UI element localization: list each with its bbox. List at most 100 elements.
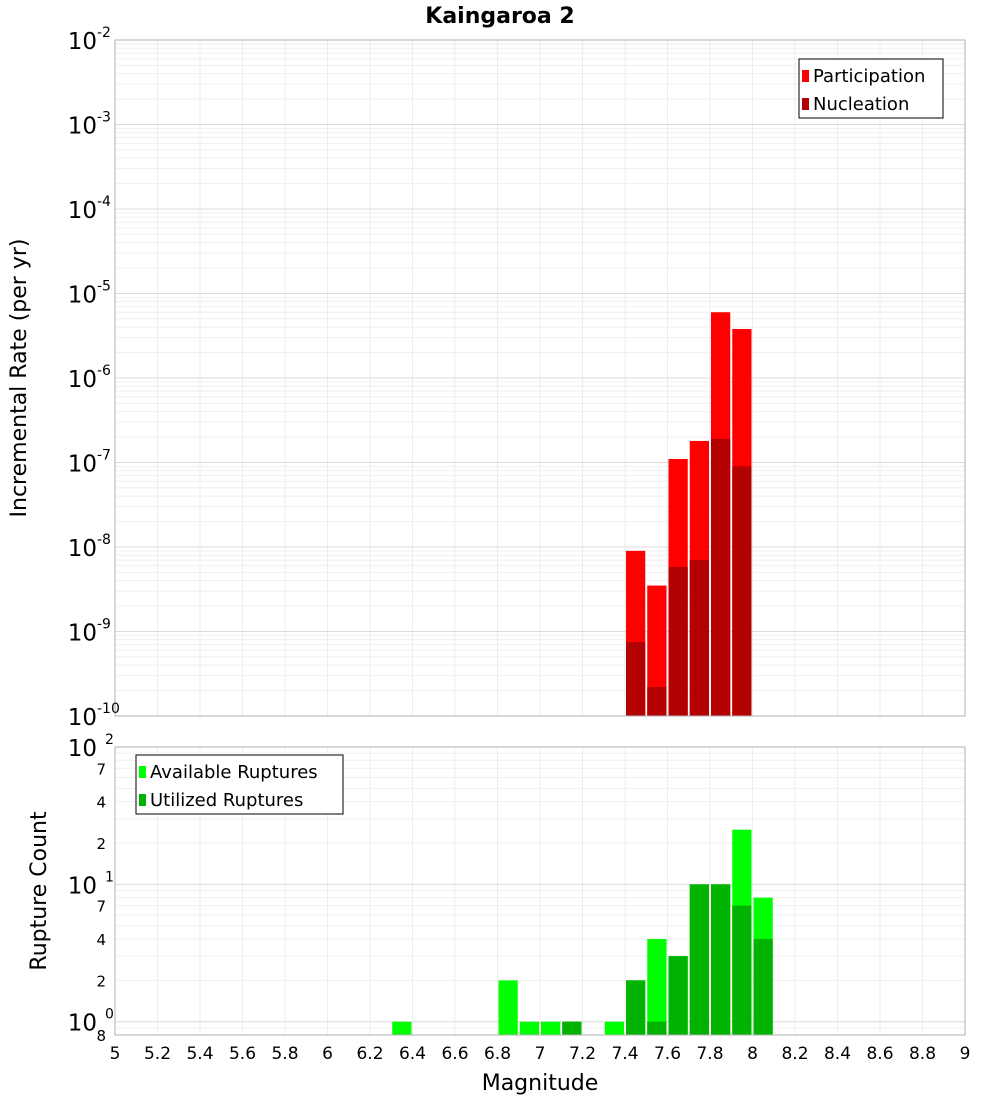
rate-plot-bars	[626, 312, 752, 716]
rate-y-tick-base: 10	[68, 198, 97, 224]
rate-y-tick-exponent: -9	[97, 617, 111, 633]
x-tick-label: 6.6	[441, 1044, 468, 1064]
rate-y-tick-exponent: -6	[97, 363, 111, 379]
count-bar-utilized-ruptures	[689, 884, 709, 1035]
count-y-minor-tick-label: 2	[96, 972, 106, 990]
x-tick-label: 7.8	[696, 1044, 723, 1064]
count-bar-utilized-ruptures	[753, 939, 773, 1035]
count-y-tick-exponent: 1	[105, 869, 114, 885]
x-tick-label: 8.4	[824, 1044, 851, 1064]
count-legend-box	[135, 754, 344, 815]
rate-bar-nucleation	[626, 642, 646, 716]
rate-y-tick-exponent: -4	[97, 194, 111, 210]
rate-y-tick-base: 10	[68, 114, 97, 140]
count-bar-available-ruptures	[498, 980, 518, 1035]
rate-plot-legend: Participation Nucleation	[798, 58, 944, 119]
x-axis-ticks: 5 5.2 5.4 5.6 5.8 6 6.2 6.4 6.6 6.8 7 7.2 7.4 7.6 7.8 8…	[110, 1044, 971, 1064]
count-y-minor-tick-label: 4	[96, 931, 106, 949]
rate-bar-nucleation	[668, 566, 688, 716]
x-tick-label: 6.8	[484, 1044, 511, 1064]
count-bar-utilized-ruptures	[562, 1021, 582, 1035]
count-legend-label: Available Ruptures	[150, 762, 318, 783]
count-bar-available-ruptures	[392, 1021, 412, 1035]
x-tick-label: 7.2	[569, 1044, 596, 1064]
count-plot: 10 0 10 1 10 2 8 2 4 7 2 4 7 Rupture Count Available…	[27, 732, 970, 1096]
rate-plot-y-axis-label: Incremental Rate (per yr)	[7, 239, 32, 518]
count-plot-legend: Available Ruptures Utilized Ruptures	[135, 754, 344, 815]
rate-y-tick-base: 10	[68, 367, 97, 393]
count-plot-frame	[114, 746, 966, 1036]
rate-plot-frame	[114, 39, 966, 717]
rate-y-tick-base: 10	[68, 283, 97, 309]
x-tick-label: 7.4	[611, 1044, 638, 1064]
rate-legend-box	[798, 58, 944, 119]
rate-y-tick-exponent: -8	[97, 532, 111, 548]
count-bar-utilized-ruptures	[626, 980, 646, 1035]
count-legend-label: Utilized Ruptures	[150, 790, 303, 811]
rate-y-tick-base: 10	[68, 29, 97, 55]
rate-y-tick-base: 10	[68, 536, 97, 562]
count-y-minor-tick-label: 2	[96, 835, 106, 853]
count-bar-utilized-ruptures	[732, 905, 752, 1035]
x-tick-label: 6	[322, 1044, 333, 1064]
rate-bar-nucleation	[711, 438, 731, 716]
count-legend-swatch	[139, 766, 146, 778]
x-tick-label: 8.2	[781, 1044, 808, 1064]
count-plot-y-axis-label: Rupture Count	[27, 811, 52, 971]
rate-y-tick-exponent: -2	[97, 25, 111, 41]
x-tick-label: 5	[110, 1044, 121, 1064]
count-y-minor-tick-label: 7	[96, 760, 106, 778]
count-plot-bars	[392, 829, 773, 1035]
rate-legend-label: Nucleation	[813, 94, 909, 115]
count-y-tick-base: 10	[68, 873, 97, 899]
count-bar-available-ruptures	[519, 1021, 539, 1035]
count-y-minor-tick-label: 4	[96, 794, 106, 812]
x-tick-label: 7	[535, 1044, 546, 1064]
count-bar-utilized-ruptures	[647, 1021, 667, 1035]
count-bar-available-ruptures	[541, 1021, 561, 1035]
count-plot-y-ticks: 10 0 10 1 10 2 8 2 4 7 2 4 7	[68, 732, 114, 1045]
count-y-minor-tick-label: 8	[96, 1027, 106, 1045]
count-bar-utilized-ruptures	[668, 956, 688, 1035]
rate-bar-nucleation	[732, 466, 752, 716]
x-tick-label: 5.6	[229, 1044, 256, 1064]
count-y-tick-exponent: 2	[105, 732, 114, 748]
rate-plot-grid	[114, 39, 966, 717]
count-bar-available-ruptures	[604, 1021, 624, 1035]
x-tick-label: 6.4	[399, 1044, 426, 1064]
x-tick-label: 8	[747, 1044, 758, 1064]
rate-y-tick-base: 10	[68, 452, 97, 478]
rate-bar-nucleation	[647, 687, 667, 716]
rate-bar-participation	[647, 585, 667, 716]
rate-y-tick-base: 10	[68, 621, 97, 647]
count-y-minor-tick-label: 7	[96, 898, 106, 916]
count-bar-available-ruptures	[647, 939, 667, 1035]
x-tick-label: 9	[960, 1044, 971, 1064]
x-tick-label: 5.8	[271, 1044, 298, 1064]
chart-title: Kaingaroa 2	[425, 4, 574, 29]
rate-legend-swatch	[802, 98, 809, 110]
rate-y-tick-exponent: -3	[97, 110, 111, 126]
rate-y-tick-base: 10	[68, 705, 97, 731]
count-legend-swatch	[139, 794, 146, 806]
rate-y-tick-exponent: -5	[97, 279, 111, 295]
count-bar-utilized-ruptures	[711, 884, 731, 1035]
rate-y-tick-exponent: -7	[97, 448, 111, 464]
x-tick-label: 8.6	[866, 1044, 893, 1064]
x-tick-label: 5.4	[186, 1044, 213, 1064]
rate-bar-nucleation	[689, 560, 709, 716]
x-tick-label: 7.6	[654, 1044, 681, 1064]
x-tick-label: 8.8	[909, 1044, 936, 1064]
rate-legend-label: Participation	[813, 66, 925, 87]
count-y-tick-base: 10	[68, 736, 97, 762]
count-y-tick-base: 10	[68, 1011, 97, 1037]
x-axis-label: Magnitude	[482, 1071, 599, 1096]
rate-y-tick-exponent: -10	[97, 701, 120, 717]
count-y-tick-exponent: 0	[105, 1007, 114, 1023]
rate-legend-swatch	[802, 70, 809, 82]
x-tick-label: 6.2	[356, 1044, 383, 1064]
x-tick-label: 5.2	[144, 1044, 171, 1064]
